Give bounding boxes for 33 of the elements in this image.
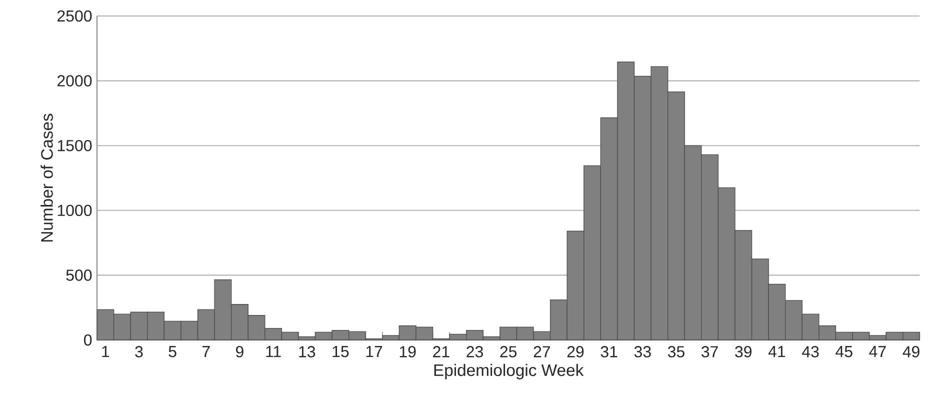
y-tick-label: 2500 [57, 10, 92, 22]
y-tick-label: 0 [84, 334, 92, 346]
x-tick-label: 29 [567, 346, 584, 358]
x-tick-label: 35 [668, 346, 684, 358]
x-tick-label: 23 [466, 346, 483, 358]
x-tick-label: 45 [836, 346, 852, 358]
x-tick-label: 39 [735, 346, 752, 358]
x-tick-label: 43 [802, 346, 819, 358]
x-tick-label: 15 [332, 346, 349, 358]
y-tick-label: 2000 [57, 75, 92, 86]
x-tick-label: 21 [433, 346, 450, 358]
x-tick-label: 27 [534, 346, 550, 358]
y-tick-label: 1500 [58, 140, 92, 152]
x-tick-label: 13 [299, 346, 316, 358]
x-tick-label: 11 [266, 346, 281, 358]
x-tick-label: 9 [236, 346, 244, 358]
x-tick-label: 5 [168, 346, 176, 358]
x-axis-title: Epidemiologic Week [434, 364, 584, 380]
y-tick-label: 1000 [58, 204, 92, 216]
y-axis-title: Number of Cases [40, 114, 53, 242]
x-tick-label: 47 [869, 346, 886, 358]
x-tick-label: 41 [768, 346, 786, 358]
x-tick-label: 7 [202, 346, 210, 358]
x-tick-label: 25 [500, 346, 517, 358]
x-tick-label: 3 [135, 346, 143, 358]
x-tick-label: 37 [702, 346, 718, 358]
x-tick-label: 19 [400, 346, 416, 358]
x-tick-label: 17 [366, 346, 382, 358]
x-tick-label: 31 [600, 346, 618, 358]
x-tick-label: 1 [102, 346, 110, 358]
x-tick-label: 33 [634, 346, 651, 358]
y-tick-label: 500 [66, 270, 92, 281]
x-tick-label: 49 [902, 346, 920, 358]
